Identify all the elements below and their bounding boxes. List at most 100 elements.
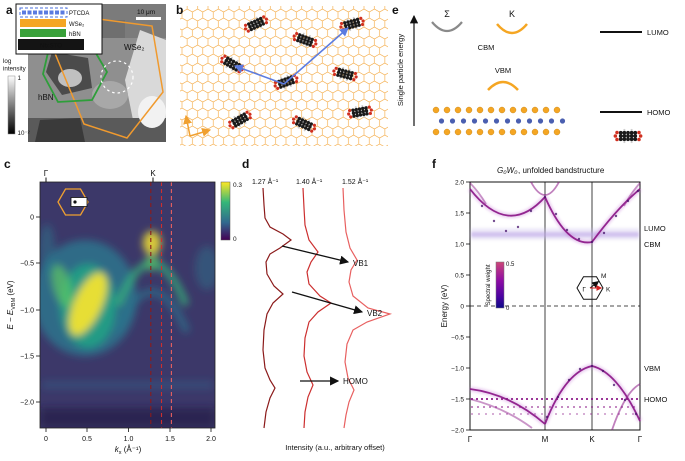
ptcda-molecule-e: [613, 128, 643, 144]
hex-lattice: [180, 6, 388, 146]
f-right-labels: LUMO CBM VBM HOMO: [644, 224, 667, 404]
cbm-label-f: CBM: [644, 240, 661, 249]
cut-region-rect: [70, 197, 88, 207]
sigma-valley-curve: [431, 21, 463, 33]
arpes-heatmap: [39, 181, 216, 429]
vb1-label: VB1: [353, 259, 369, 268]
c-x-axis: 0 0.5 1.0 1.5 2.0 kx (Å⁻¹): [44, 428, 216, 456]
nbsto-layer-bar: [18, 39, 84, 50]
vbm-curve: [487, 80, 519, 91]
bz-k-label: K: [606, 287, 611, 294]
homo-label-d: HOMO: [343, 377, 368, 386]
d-x-axis-label: Intensity (a.u., arbitrary offset): [285, 443, 385, 452]
edc-curve-3: [342, 187, 393, 429]
edc-curve-2: [302, 187, 333, 429]
momentum-cut-lines: [150, 182, 172, 428]
cut-label-2: 1.40 Å⁻¹: [296, 177, 323, 186]
f-xtick: M: [542, 435, 549, 444]
f-ytick: −2.0: [451, 428, 464, 435]
colorbar-tick-top: 1: [18, 75, 22, 82]
f-x-axis: Γ M K Γ: [468, 435, 643, 444]
wse2-region-label: WSe₂: [124, 43, 144, 52]
f-ytick: −1.5: [451, 397, 464, 404]
panel-d-label: d: [242, 157, 249, 171]
panel-a: a 10 μm hBN WSe₂ PT: [3, 3, 166, 142]
panel-f-label: f: [432, 157, 437, 171]
colorbar-title-line2: intensity: [3, 66, 27, 73]
panel-f: f G₀W₀ , unfolded bandstructure: [432, 157, 667, 444]
colorbar-title-line1: log: [3, 58, 12, 65]
lumo-flat-band: [471, 228, 639, 240]
c-ytick: −1.0: [20, 308, 34, 315]
ptcda-layer-bar: [19, 7, 68, 18]
homo-flat-bands: [471, 398, 639, 415]
f-ytick: 1.5: [455, 211, 464, 218]
cbm-label: CBM: [478, 43, 495, 52]
nbsto-layer-label: Nb:STO: [40, 43, 62, 50]
f-colorbar-label: Spectral weight: [486, 264, 492, 305]
c-colorbar-top: 0.3: [233, 182, 242, 189]
f-ytick: 1.0: [455, 242, 464, 249]
spectral-weight-colorbar: 0.5 0 Spectral weight: [486, 261, 515, 312]
f-y-axis: 2.0 1.5 1.0 0.5 0 −0.5 −1.0 −1.5 −2.0 En…: [440, 180, 470, 435]
f-ytick: 2.0: [455, 180, 464, 187]
gamma-point-dot: [73, 200, 77, 204]
band-dots: [480, 189, 640, 419]
wse2-layer-label: WSe₂: [69, 22, 85, 28]
c-ytick: −1.5: [20, 354, 34, 361]
panel-c-label: c: [4, 157, 11, 171]
band-lines: [469, 181, 641, 431]
wse2-crystal-sideview: [432, 106, 566, 136]
vbm-label: VBM: [495, 66, 511, 75]
cut-label-3: 1.52 Å⁻¹: [342, 177, 369, 186]
c-y-axis-label: E − EVBM (eV): [6, 280, 17, 329]
c-xtick: 2.0: [206, 436, 216, 443]
panel-d: d 1.27 Å⁻¹ 1.40 Å⁻¹ 1.52 Å⁻¹ VB1 VB2 HOM…: [242, 157, 393, 452]
lumo-label-e: LUMO: [647, 28, 669, 37]
ptcda-layer-label: PTCDA: [69, 11, 89, 17]
colorbar-tick-bottom: 10⁻²: [18, 130, 30, 137]
vb2-label: VB2: [367, 309, 383, 318]
f-xtick: Γ: [638, 435, 643, 444]
f-ytick: −0.5: [451, 335, 464, 342]
c-colorbar: 0.3 0: [220, 181, 242, 243]
unit-cell-arrows: [183, 114, 212, 137]
scale-bar: [136, 17, 161, 20]
f-title-math: G₀W₀: [497, 166, 518, 175]
panel-e-label: e: [392, 3, 399, 17]
bz-gamma-label: Γ: [582, 287, 586, 294]
hbn-layer-label: hBN: [69, 32, 81, 38]
k-valley-label: K: [509, 9, 515, 19]
f-title-rest: , unfolded bandstructure: [518, 166, 605, 175]
stack-inset: PTCDA WSe₂ hBN Nb:STO: [15, 3, 103, 55]
c-ytick: −0.5: [20, 261, 34, 268]
gamma-tick-label: Γ: [44, 169, 49, 178]
panel-c: c: [4, 157, 242, 456]
c-ytick: −2.0: [20, 400, 34, 407]
edc-curve-1: [262, 187, 293, 429]
bz-m-label: M: [601, 273, 606, 280]
c-colorbar-bottom: 0: [233, 236, 237, 243]
bz-hexagon: [57, 188, 89, 216]
k-valley-curve: [496, 23, 528, 35]
homo-label-e: HOMO: [647, 108, 670, 117]
hbn-region-label: hBN: [38, 93, 54, 102]
c-x-axis-label: kx (Å⁻¹): [115, 445, 142, 456]
cut-label-1: 1.27 Å⁻¹: [252, 177, 279, 186]
intensity-colorbar: log intensity 1 10⁻²: [3, 58, 30, 137]
vb2-arrow: [291, 291, 364, 315]
c-xtick: 1.5: [165, 436, 175, 443]
scale-bar-label: 10 μm: [137, 9, 155, 16]
d-annotations: VB1 VB2 HOMO: [281, 245, 383, 386]
band-structure-plot: 0.5 0 Spectral weight Γ M K: [468, 181, 643, 431]
homo-label-f: HOMO: [644, 395, 667, 404]
c-xtick: 0.5: [82, 436, 92, 443]
f-ytick: 0: [460, 304, 464, 311]
vbm-label-f: VBM: [644, 364, 660, 373]
f-colorbar-bottom: 0: [506, 306, 510, 312]
f-ytick: −1.0: [451, 366, 464, 373]
f-colorbar-top: 0.5: [506, 262, 515, 268]
superlattice-vector-arrows: [233, 27, 349, 85]
c-ytick: 0: [30, 215, 34, 222]
